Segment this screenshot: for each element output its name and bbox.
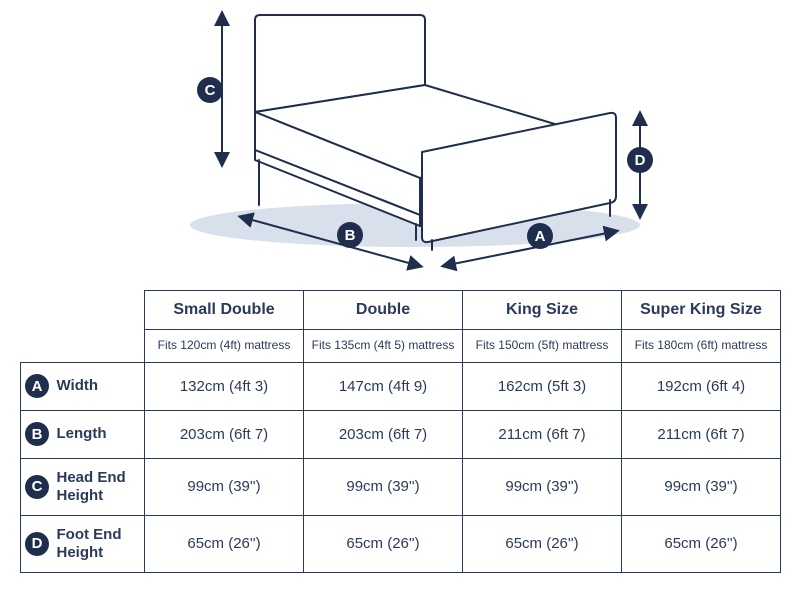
row-key-badge: D (25, 532, 49, 556)
col-fits-3: Fits 180cm (6ft) mattress (622, 330, 781, 363)
cell: 65cm (26'') (463, 515, 622, 572)
diagram-badge-c: C (205, 82, 216, 99)
row-label: Head End Height (49, 458, 145, 515)
cell: 162cm (5ft 3) (463, 362, 622, 410)
col-header-0: Small Double (145, 291, 304, 330)
row-label: Foot End Height (49, 515, 145, 572)
col-header-3: Super King Size (622, 291, 781, 330)
diagram-badge-a: A (535, 228, 546, 245)
row-label: Length (49, 410, 145, 458)
col-fits-1: Fits 135cm (4ft 5) mattress (304, 330, 463, 363)
row-label: Width (49, 362, 145, 410)
cell: 99cm (39'') (145, 458, 304, 515)
table-row: D Foot End Height 65cm (26'') 65cm (26''… (21, 515, 781, 572)
bed-diagram: C D B A (0, 0, 800, 280)
cell: 132cm (4ft 3) (145, 362, 304, 410)
cell: 203cm (6ft 7) (304, 410, 463, 458)
cell: 147cm (4ft 9) (304, 362, 463, 410)
cell: 65cm (26'') (304, 515, 463, 572)
cell: 99cm (39'') (463, 458, 622, 515)
cell: 99cm (39'') (304, 458, 463, 515)
table-row: A Width 132cm (4ft 3) 147cm (4ft 9) 162c… (21, 362, 781, 410)
diagram-badge-d: D (635, 152, 646, 169)
cell: 203cm (6ft 7) (145, 410, 304, 458)
col-fits-2: Fits 150cm (5ft) mattress (463, 330, 622, 363)
col-header-1: Double (304, 291, 463, 330)
table-row: B Length 203cm (6ft 7) 203cm (6ft 7) 211… (21, 410, 781, 458)
cell: 99cm (39'') (622, 458, 781, 515)
row-key-badge: B (25, 422, 49, 446)
cell: 65cm (26'') (145, 515, 304, 572)
cell: 211cm (6ft 7) (622, 410, 781, 458)
table-row: C Head End Height 99cm (39'') 99cm (39''… (21, 458, 781, 515)
cell: 192cm (6ft 4) (622, 362, 781, 410)
dimensions-table: Small Double Double King Size Super King… (20, 290, 780, 573)
row-key-badge: C (25, 475, 49, 499)
cell: 65cm (26'') (622, 515, 781, 572)
diagram-badge-b: B (345, 227, 356, 244)
col-fits-0: Fits 120cm (4ft) mattress (145, 330, 304, 363)
row-key-badge: A (25, 374, 49, 398)
col-header-2: King Size (463, 291, 622, 330)
cell: 211cm (6ft 7) (463, 410, 622, 458)
